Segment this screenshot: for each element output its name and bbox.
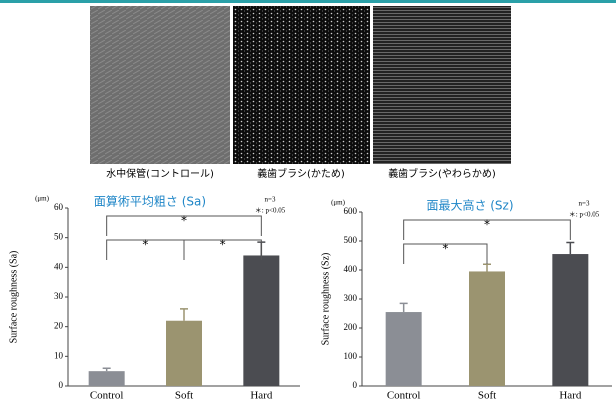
note: ＊: p<0.05 (569, 211, 600, 219)
error-bar (400, 303, 408, 312)
y-tick-label: 60 (54, 202, 64, 212)
image-soft (373, 6, 511, 164)
bar (243, 255, 279, 386)
unit-label: (μm) (35, 195, 50, 203)
bar (386, 312, 422, 386)
chart-title: 面最大高さ (Sz) (426, 198, 513, 213)
note: ＊: p<0.05 (255, 207, 286, 215)
y-tick-label: 0 (353, 380, 358, 390)
error-bar (483, 264, 491, 271)
image-hard (233, 6, 370, 164)
significance-label: * (142, 238, 148, 252)
y-tick-label: 20 (54, 321, 64, 331)
significance-label: * (181, 214, 187, 228)
y-axis-label: Surface roughness (Sa) (8, 251, 19, 344)
top-rule (0, 0, 616, 3)
significance-label: * (220, 238, 226, 252)
x-tick-label: Control (90, 390, 124, 402)
significance-label: * (484, 218, 490, 232)
image-control (90, 6, 230, 164)
image-caption: 義歯ブラシ(かため) (257, 167, 345, 180)
y-tick-label: 50 (54, 232, 64, 242)
x-tick-label: Soft (175, 390, 193, 402)
error-bar (566, 242, 574, 254)
bar (166, 321, 202, 386)
significance-label: * (442, 242, 448, 256)
y-tick-label: 400 (344, 264, 358, 274)
page: 水中保管(コントロール) 義歯ブラシ(かため) 義歯ブラシ(やわらかめ) 面算術… (0, 0, 616, 405)
y-tick-label: 10 (54, 350, 64, 360)
bar (89, 371, 125, 386)
note: n=3 (265, 196, 276, 204)
note: n=3 (579, 200, 590, 208)
error-bar (180, 309, 188, 321)
error-bar (103, 368, 111, 371)
x-tick-label: Hard (559, 390, 581, 402)
figure: 水中保管(コントロール) 義歯ブラシ(かため) 義歯ブラシ(やわらかめ) 面算術… (0, 0, 616, 405)
bar (469, 271, 505, 386)
y-tick-label: 500 (344, 235, 358, 245)
y-tick-label: 100 (344, 351, 358, 361)
y-tick-label: 30 (54, 291, 64, 301)
x-tick-label: Control (387, 390, 421, 402)
image-caption: 水中保管(コントロール) (106, 167, 214, 180)
y-tick-label: 40 (54, 261, 64, 271)
y-tick-label: 0 (59, 380, 64, 390)
x-tick-label: Hard (250, 390, 272, 402)
y-tick-label: 200 (344, 322, 358, 332)
y-axis-label: Surface roughness (Sz) (320, 253, 331, 346)
image-caption: 義歯ブラシ(やわらかめ) (388, 167, 496, 180)
y-tick-label: 300 (344, 293, 358, 303)
chart-title: 面算術平均粗さ (Sa) (94, 194, 206, 209)
bar (552, 254, 588, 386)
y-tick-label: 600 (344, 206, 358, 216)
x-tick-label: Soft (478, 390, 496, 402)
